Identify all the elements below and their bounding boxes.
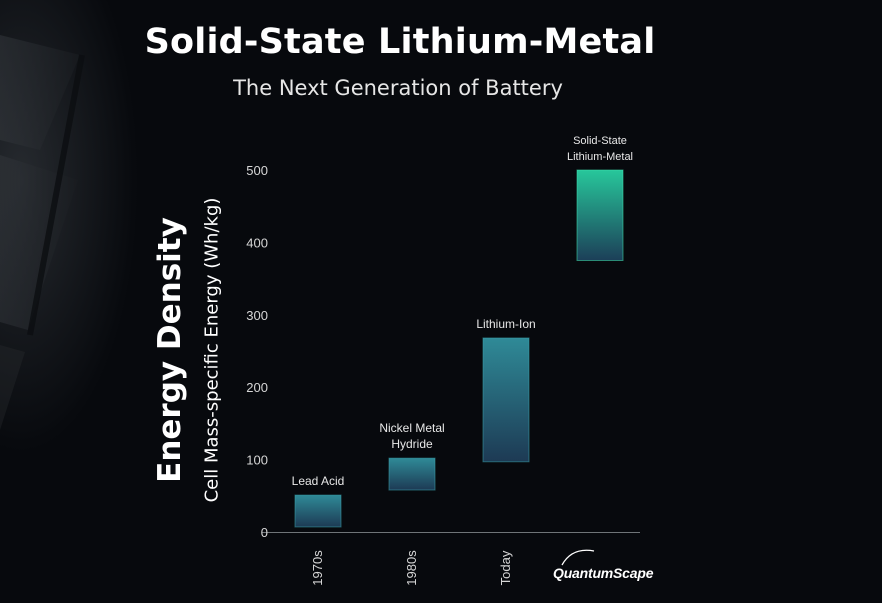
y-tick-label: 200 — [246, 380, 268, 395]
y-tick-label: 400 — [246, 235, 268, 250]
y-tick-label: 100 — [246, 453, 268, 468]
chart-title: Solid-State Lithium-Metal — [144, 22, 656, 62]
bar-label: Hydride — [391, 437, 433, 451]
bar-label: Lead Acid — [292, 474, 345, 488]
range-bar — [388, 457, 436, 491]
bar-label: Lithium-Metal — [567, 151, 633, 163]
y-tick-label: 500 — [246, 163, 268, 178]
range-bar — [482, 337, 530, 463]
bar-label: Solid-State — [573, 135, 627, 147]
x-tick-label: 1980s — [404, 550, 419, 586]
bar-label: Nickel Metal — [379, 421, 444, 435]
bar-label: Lithium-Ion — [476, 317, 535, 331]
chart-subtitle: The Next Generation of Battery — [233, 76, 563, 100]
range-bar — [294, 494, 342, 528]
y-tick-label: 300 — [246, 308, 268, 323]
range-bar — [576, 169, 624, 261]
y-tick-label: 0 — [261, 525, 268, 540]
quantumscape-logo: QuantumScape — [553, 565, 654, 581]
x-tick-label: Today — [498, 550, 513, 585]
logo-arc-icon — [561, 549, 595, 566]
x-tick-label: 1970s — [310, 550, 325, 586]
